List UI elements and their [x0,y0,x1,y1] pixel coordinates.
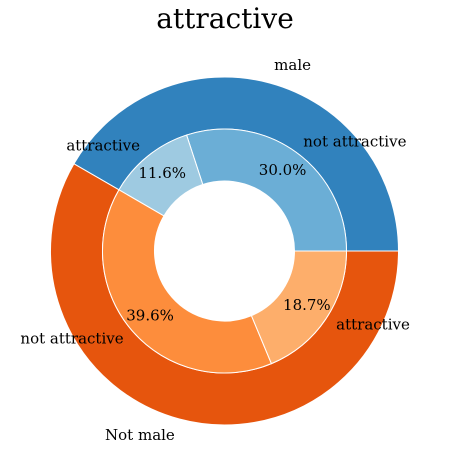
inner_ring-label-attractive: attractive [66,137,140,155]
inner_ring-slice-not-attractive [102,189,273,374]
outer_ring-label-male: male [274,56,311,74]
inner-ring [102,128,348,374]
inner_ring-pct-label: 18.7% [283,296,331,314]
outer_ring-label-not-male: Not male [105,426,175,444]
inner_ring-pct-label: 11.6% [138,164,186,182]
inner_ring-slice-attractive [250,250,348,365]
chart-title: attractive [156,2,294,35]
inner_ring-pct-label: 30.0% [259,161,307,179]
inner_ring-label-not-attractive: not attractive [20,330,123,348]
inner_ring-slice-not-attractive [185,128,348,252]
inner_ring-label-attractive: attractive [336,315,410,333]
chart-labels: male Not male not attractive 30.0% attractiv… [20,56,410,444]
inner_ring-pct-label: 39.6% [126,306,174,324]
inner_ring-label-not-attractive: not attractive [303,132,406,150]
